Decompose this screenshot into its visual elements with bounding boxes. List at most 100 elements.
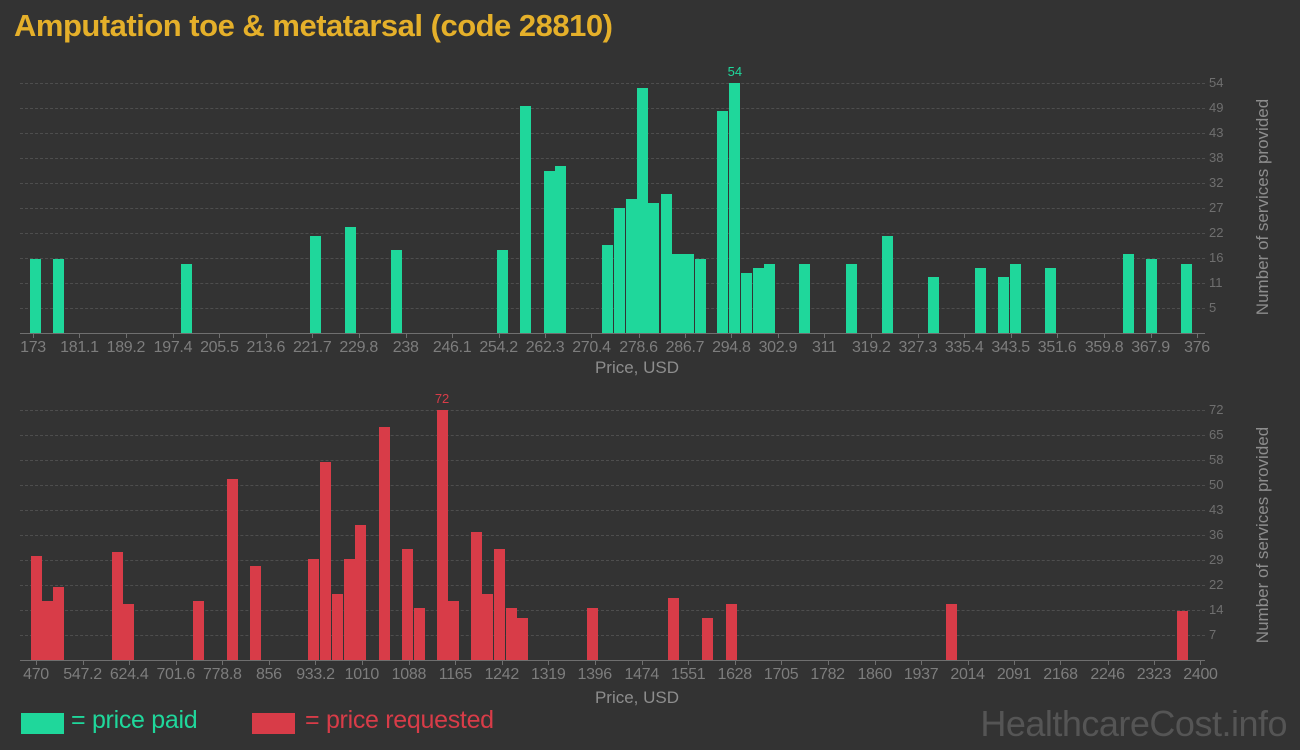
- histogram-bar[interactable]: [740, 272, 752, 333]
- histogram-bar[interactable]: [493, 548, 505, 660]
- histogram-bar[interactable]: [799, 263, 811, 333]
- histogram-bar[interactable]: [505, 607, 517, 660]
- histogram-bar[interactable]: [555, 166, 567, 333]
- x-tick-label: 254.2: [479, 339, 518, 356]
- grid-line: [20, 183, 1205, 184]
- histogram-bar[interactable]: [310, 235, 322, 333]
- histogram-bar[interactable]: [998, 277, 1010, 333]
- histogram-bar[interactable]: [625, 198, 637, 333]
- histogram-bar[interactable]: [613, 208, 625, 333]
- x-tick-label: 1474: [624, 666, 660, 683]
- histogram-bar[interactable]: [975, 268, 987, 333]
- histogram-bar[interactable]: [29, 258, 41, 333]
- histogram-bar[interactable]: [41, 600, 53, 660]
- histogram-bar[interactable]: [192, 600, 204, 660]
- paid-legend-swatch: [21, 713, 64, 734]
- x-tick-label: 376: [1184, 339, 1210, 356]
- histogram-bar[interactable]: [543, 170, 555, 333]
- histogram-bar[interactable]: [1044, 268, 1056, 333]
- x-tick-label: 2091: [996, 666, 1032, 683]
- x-tick-label: 2400: [1183, 666, 1218, 683]
- histogram-bar[interactable]: [683, 254, 695, 333]
- histogram-bar[interactable]: [448, 600, 460, 660]
- x-tick-mark: [917, 334, 919, 338]
- requested-legend-swatch: [252, 713, 295, 734]
- histogram-bar[interactable]: [946, 604, 958, 660]
- histogram-bar[interactable]: [227, 479, 239, 660]
- histogram-bar[interactable]: [1122, 254, 1134, 333]
- x-tick-label: 311: [811, 339, 837, 356]
- x-tick-label: 1010: [344, 666, 380, 683]
- x-tick-mark: [684, 334, 686, 338]
- histogram-bar[interactable]: [694, 258, 706, 333]
- x-tick-label: 302.9: [758, 339, 798, 356]
- histogram-bar[interactable]: [470, 531, 482, 660]
- histogram-bar[interactable]: [729, 83, 741, 333]
- x-tick-mark: [641, 661, 643, 665]
- histogram-bar[interactable]: [881, 235, 893, 333]
- x-tick-label: 335.4: [944, 339, 984, 356]
- x-tick-label: 1782: [810, 666, 845, 683]
- x-tick-label: 1319: [531, 666, 566, 683]
- histogram-bar[interactable]: [343, 559, 355, 660]
- grid-line: [20, 108, 1205, 109]
- histogram-bar[interactable]: [250, 566, 262, 660]
- histogram-bar[interactable]: [637, 87, 649, 333]
- grid-line: [20, 510, 1205, 511]
- histogram-bar[interactable]: [517, 618, 529, 660]
- histogram-bar[interactable]: [1177, 611, 1189, 660]
- x-tick-label: 213.6: [246, 339, 286, 356]
- x-tick-label: 367.9: [1131, 339, 1170, 356]
- histogram-bar[interactable]: [660, 194, 672, 333]
- x-tick-mark: [33, 334, 34, 338]
- histogram-bar[interactable]: [520, 106, 532, 333]
- histogram-bar[interactable]: [30, 555, 42, 660]
- histogram-bar[interactable]: [181, 263, 193, 333]
- histogram-bar[interactable]: [111, 552, 123, 660]
- histogram-bar[interactable]: [1180, 263, 1192, 333]
- histogram-bar[interactable]: [1146, 258, 1158, 333]
- histogram-bar[interactable]: [672, 254, 683, 333]
- histogram-bar[interactable]: [308, 559, 320, 660]
- histogram-bar[interactable]: [497, 249, 509, 333]
- x-tick-label: 2323: [1136, 666, 1172, 683]
- y-tick-label: 43: [1209, 125, 1224, 140]
- histogram-bar[interactable]: [668, 597, 680, 660]
- y-tick-label: 16: [1209, 250, 1224, 265]
- histogram-bar[interactable]: [319, 462, 331, 660]
- histogram-bar[interactable]: [53, 587, 65, 660]
- y-tick-label: 7: [1209, 627, 1217, 642]
- histogram-bar[interactable]: [602, 245, 614, 333]
- histogram-bar[interactable]: [345, 226, 357, 333]
- x-tick-label: 189.2: [106, 339, 146, 356]
- x-tick-mark: [734, 661, 736, 665]
- x-tick-mark: [452, 334, 454, 338]
- grid-line: [20, 635, 1205, 636]
- histogram-bar[interactable]: [1010, 263, 1022, 333]
- histogram-bar[interactable]: [702, 618, 714, 660]
- histogram-bar[interactable]: [436, 410, 448, 660]
- histogram-bar[interactable]: [752, 268, 764, 333]
- histogram-bar[interactable]: [726, 604, 738, 660]
- histogram-bar[interactable]: [764, 263, 776, 333]
- histogram-bar[interactable]: [717, 110, 729, 333]
- histogram-bar[interactable]: [53, 258, 65, 333]
- histogram-bar[interactable]: [391, 249, 403, 333]
- histogram-bar[interactable]: [123, 604, 135, 660]
- histogram-bar[interactable]: [482, 594, 494, 660]
- histogram-bar[interactable]: [401, 548, 413, 660]
- histogram-bar[interactable]: [648, 203, 660, 333]
- x-tick-mark: [312, 334, 314, 338]
- x-tick-mark: [781, 661, 783, 665]
- histogram-bar[interactable]: [355, 524, 367, 660]
- histogram-bar[interactable]: [928, 277, 940, 333]
- grid-line: [20, 535, 1205, 536]
- grid-line: [20, 83, 1205, 84]
- x-tick-label: 359.8: [1084, 339, 1124, 356]
- histogram-bar[interactable]: [413, 607, 425, 660]
- histogram-bar[interactable]: [846, 263, 858, 333]
- histogram-bar[interactable]: [586, 607, 598, 660]
- x-tick-mark: [548, 661, 550, 665]
- histogram-bar[interactable]: [378, 427, 390, 660]
- histogram-bar[interactable]: [332, 594, 344, 660]
